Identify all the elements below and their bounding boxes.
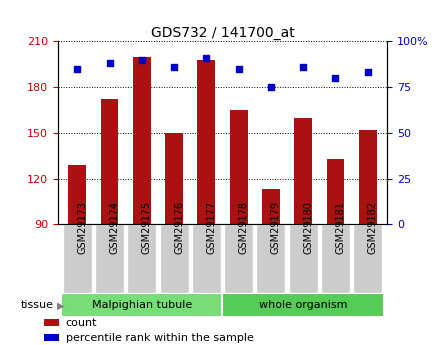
- Bar: [224, 224, 253, 293]
- Bar: [294, 118, 312, 224]
- Text: Malpighian tubule: Malpighian tubule: [92, 300, 192, 310]
- Bar: [63, 224, 92, 293]
- Point: [203, 55, 210, 61]
- Point: [106, 61, 113, 66]
- Bar: [198, 60, 215, 224]
- Bar: [101, 99, 118, 224]
- Bar: [133, 57, 151, 224]
- Text: GSM29174: GSM29174: [109, 201, 120, 254]
- Text: GSM29175: GSM29175: [142, 201, 152, 254]
- Text: GSM29182: GSM29182: [368, 201, 378, 254]
- Text: ▶: ▶: [57, 300, 65, 310]
- Bar: [353, 224, 382, 293]
- Text: percentile rank within the sample: percentile rank within the sample: [65, 333, 254, 343]
- Point: [138, 57, 146, 62]
- Bar: [359, 130, 376, 224]
- Bar: [321, 224, 350, 293]
- Bar: [256, 224, 285, 293]
- Point: [74, 66, 81, 71]
- Text: GSM29177: GSM29177: [206, 201, 216, 254]
- Point: [332, 75, 339, 81]
- Text: GSM29173: GSM29173: [77, 201, 87, 254]
- Bar: [95, 224, 124, 293]
- Bar: [230, 110, 247, 224]
- Bar: [69, 165, 86, 224]
- Point: [235, 66, 242, 71]
- Bar: [44, 319, 59, 326]
- Bar: [289, 224, 318, 293]
- Text: tissue: tissue: [20, 300, 53, 310]
- Bar: [165, 133, 183, 224]
- Point: [299, 64, 307, 70]
- Text: whole organism: whole organism: [259, 300, 348, 310]
- Text: GSM29181: GSM29181: [336, 201, 345, 254]
- Text: GSM29178: GSM29178: [239, 201, 249, 254]
- Bar: [327, 159, 344, 224]
- Text: count: count: [65, 318, 97, 328]
- Bar: [127, 224, 156, 293]
- Title: GDS732 / 141700_at: GDS732 / 141700_at: [150, 26, 295, 40]
- Point: [170, 64, 178, 70]
- Bar: [192, 224, 221, 293]
- Bar: [61, 293, 222, 317]
- Bar: [262, 189, 280, 224]
- Point: [267, 84, 275, 90]
- Bar: [44, 334, 59, 341]
- Point: [364, 70, 371, 75]
- Text: GSM29176: GSM29176: [174, 201, 184, 254]
- Bar: [222, 293, 384, 317]
- Text: GSM29179: GSM29179: [271, 201, 281, 254]
- Text: GSM29180: GSM29180: [303, 201, 313, 254]
- Bar: [160, 224, 189, 293]
